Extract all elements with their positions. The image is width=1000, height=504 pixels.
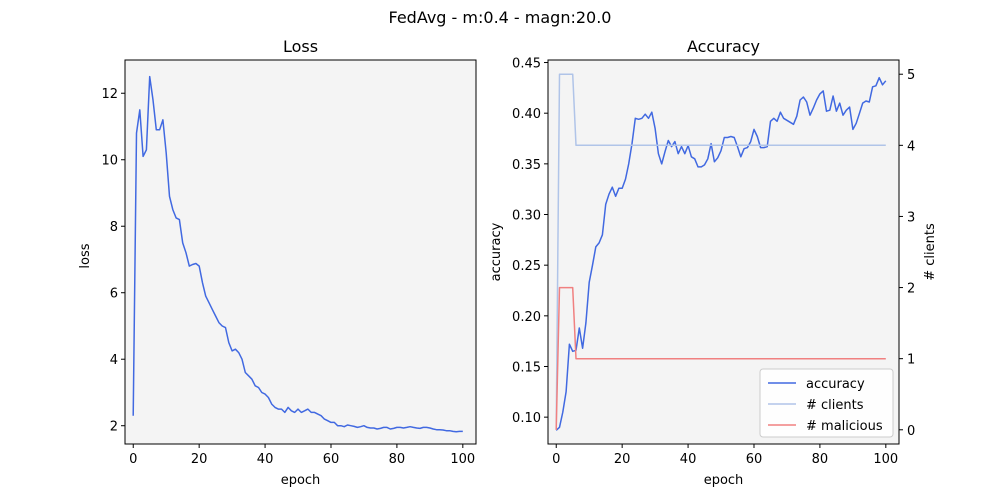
y-tick-label: 0.20	[512, 310, 541, 325]
accuracy-y-axis-label: accuracy	[489, 222, 504, 281]
malicious-line	[555, 286, 886, 430]
loss-x-axis-label: epoch	[281, 473, 321, 488]
y-tick-label: 0.25	[512, 259, 541, 274]
x-tick-label: 40	[257, 452, 274, 467]
accuracy-chart-title: Accuracy	[687, 37, 760, 56]
figure-title: FedAvg - m:0.4 - magn:20.0	[389, 8, 612, 27]
y-tick-label: 0.40	[512, 107, 541, 122]
x-tick-label: 0	[552, 452, 560, 467]
y2-tick-label: 1	[907, 353, 915, 368]
accuracy-line	[555, 76, 887, 431]
loss-plot-area	[125, 60, 476, 444]
y-tick-label: 10	[101, 154, 118, 169]
legend-label: accuracy	[806, 377, 865, 392]
y2-tick-label: 2	[907, 282, 915, 297]
x-tick-label: 40	[680, 452, 697, 467]
loss-chart: Loss epoch loss 0 20 40 60 80 100 2 4 6 8 10 12	[78, 37, 477, 488]
loss-axes-frame	[124, 59, 477, 445]
clients-line	[555, 73, 886, 430]
legend-label: # malicious	[806, 419, 883, 434]
loss-chart-title: Loss	[283, 37, 318, 56]
legend-box	[759, 368, 894, 438]
y2-tick-label: 5	[907, 68, 915, 83]
loss-y-axis-label: loss	[78, 243, 93, 268]
y-tick-label: 8	[110, 220, 118, 235]
y2-tick-label: 4	[907, 139, 915, 154]
accuracy-chart: Accuracy epoch accuracy # clients 0 20 40 6…	[489, 37, 938, 488]
y-tick-label: 6	[110, 287, 118, 302]
accuracy-x-axis-label: epoch	[704, 473, 744, 488]
y-tick-label: 0.45	[512, 57, 541, 72]
x-tick-label: 20	[191, 452, 208, 467]
x-tick-label: 80	[389, 452, 406, 467]
y-tick-label: 0.30	[512, 209, 541, 224]
loss-axis-ticks: 0 20 40 60 80 100 2 4 6 8 10 12	[101, 87, 475, 467]
loss-line	[132, 75, 463, 433]
accuracy-axes-frame	[547, 59, 900, 445]
x-tick-label: 60	[323, 452, 340, 467]
y2-tick-label: 3	[907, 210, 915, 225]
accuracy-axis-ticks: 0 20 40 60 80 1000.100.150.200.250.300.350.40…	[512, 57, 915, 467]
y-tick-label: 0.35	[512, 158, 541, 173]
legend: accuracy # clients # malicious	[759, 368, 894, 438]
x-tick-label: 20	[614, 452, 631, 467]
x-tick-label: 0	[129, 452, 137, 467]
y-tick-label: 2	[110, 420, 118, 435]
loss-series	[132, 75, 463, 433]
y-tick-label: 12	[101, 87, 118, 102]
y-tick-label: 0.15	[512, 360, 541, 375]
accuracy-series	[555, 73, 887, 431]
y-tick-label: 0.10	[512, 411, 541, 426]
y-tick-label: 4	[110, 353, 118, 368]
x-tick-label: 100	[450, 452, 475, 467]
x-tick-label: 100	[873, 452, 898, 467]
x-tick-label: 60	[746, 452, 763, 467]
x-tick-label: 80	[812, 452, 829, 467]
y2-tick-label: 0	[907, 424, 915, 439]
legend-label: # clients	[806, 398, 864, 413]
clients-y-axis-label: # clients	[923, 223, 938, 281]
